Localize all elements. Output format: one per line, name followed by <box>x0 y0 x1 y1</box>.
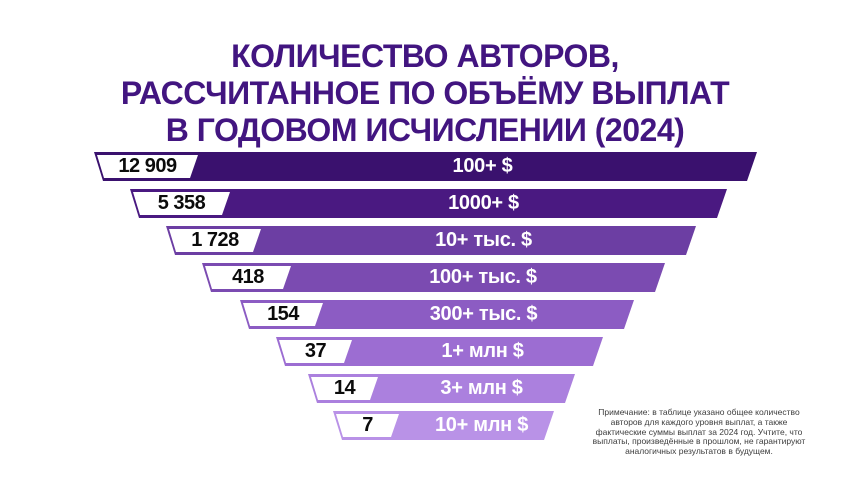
funnel-row: 7 10+ млн $ <box>333 411 554 440</box>
chart-title: КОЛИЧЕСТВО АВТОРОВ, РАССЧИТАННОЕ ПО ОБЪЁ… <box>120 38 730 148</box>
funnel-row-count-box: 7 <box>336 414 399 437</box>
funnel-row-count-box: 37 <box>279 340 352 363</box>
funnel-row-count-box: 1 728 <box>169 229 261 252</box>
funnel-row: 12 909 100+ $ <box>94 152 757 181</box>
funnel-row-count: 12 909 <box>118 155 177 177</box>
funnel-row-label: 100+ тыс. $ <box>429 266 537 288</box>
funnel-row-count: 7 <box>362 414 373 436</box>
funnel-row-label: 3+ млн $ <box>440 377 523 399</box>
funnel-row-count-box: 418 <box>205 266 291 289</box>
funnel-row-label: 10+ млн $ <box>434 414 529 436</box>
funnel-row-count: 154 <box>267 303 299 325</box>
funnel-row-label: 1000+ $ <box>448 192 519 214</box>
funnel-row: 1 728 10+ тыс. $ <box>166 226 696 255</box>
funnel-row: 14 3+ млн $ <box>308 374 575 403</box>
footnote: Примечание: в таблице указано общее коли… <box>592 407 806 457</box>
funnel-row-label: 100+ $ <box>452 155 513 177</box>
funnel-row-count-box: 14 <box>311 377 378 400</box>
funnel-row: 418 100+ тыс. $ <box>202 263 665 292</box>
funnel-row: 37 1+ млн $ <box>276 337 603 366</box>
funnel-row-count: 14 <box>333 377 356 399</box>
funnel-row-count-box: 154 <box>243 303 323 326</box>
funnel-row-label: 1+ млн $ <box>441 340 524 362</box>
funnel-row-label: 300+ тыс. $ <box>429 303 538 325</box>
funnel-row: 154 300+ тыс. $ <box>240 300 634 329</box>
funnel-row-count: 5 358 <box>157 192 206 214</box>
funnel-row-label: 10+ тыс. $ <box>435 229 532 251</box>
funnel-row-count-box: 12 909 <box>97 155 198 178</box>
funnel-row-count: 1 728 <box>191 229 239 251</box>
funnel-row-count-box: 5 358 <box>133 192 230 215</box>
funnel-row-count: 37 <box>304 340 327 362</box>
funnel-row-count: 418 <box>232 266 264 288</box>
funnel-row: 5 358 1000+ $ <box>130 189 727 218</box>
